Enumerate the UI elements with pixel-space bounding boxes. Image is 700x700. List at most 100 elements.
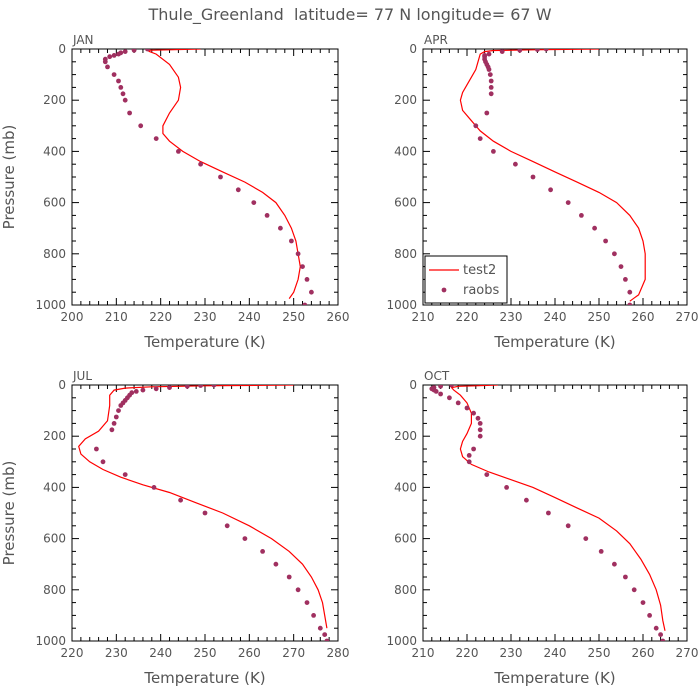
obs-point (612, 561, 617, 567)
x-tick-label: 270 (676, 310, 699, 324)
x-axis-label: Temperature (K) (493, 333, 615, 351)
obs-point (153, 386, 159, 392)
obs-point (627, 289, 633, 295)
x-tick-label: 270 (282, 646, 305, 660)
obs-point (140, 387, 146, 393)
data-area (459, 49, 646, 305)
y-tick-label: 800 (43, 583, 66, 597)
x-axis-label: Temperature (K) (493, 669, 615, 687)
y-tick-label: 400 (394, 480, 417, 494)
obs-point (224, 523, 230, 529)
x-tick-label: 200 (61, 310, 84, 324)
obs-point (116, 408, 121, 413)
legend: test2 raobs (424, 255, 508, 304)
x-tick-label: 270 (676, 646, 699, 660)
obs-point (471, 446, 476, 452)
x-tick-label: 220 (456, 310, 479, 324)
x-tick-label: 220 (61, 646, 84, 660)
obs-point (251, 200, 257, 206)
y-tick-label: 1000 (386, 634, 417, 648)
obs-point (640, 600, 646, 605)
obs-point (127, 110, 132, 116)
obs-point (122, 97, 128, 103)
obs-point (309, 289, 314, 295)
obs-point (198, 385, 203, 388)
obs-point (264, 213, 270, 218)
panel-title: JAN (72, 33, 94, 47)
x-tick-label: 220 (456, 646, 479, 660)
y-tick-label: 600 (43, 532, 66, 546)
obs-point (464, 405, 470, 411)
obs-point (517, 49, 523, 53)
panel-jan: 200 210 220 230 240 250 260 0 200 400 600 800 1000 JA… (0, 33, 349, 351)
y-tick-label: 600 (394, 196, 417, 210)
obs-point (530, 174, 536, 180)
x-tick-label: 240 (544, 310, 567, 324)
obs-point (653, 625, 659, 631)
obs-point (623, 574, 628, 580)
y-tick-label: 800 (394, 247, 417, 261)
legend-point-swatch (441, 287, 447, 293)
x-tick-label: 260 (238, 646, 261, 660)
obs-point (631, 587, 637, 593)
obs-point (295, 251, 301, 257)
plot-frame (422, 384, 688, 642)
obs-point (153, 136, 159, 142)
obs-point (202, 510, 208, 516)
y-tick-label: 600 (394, 532, 417, 546)
x-tick-label: 240 (238, 310, 261, 324)
obs-point (491, 149, 496, 154)
obs-point (324, 638, 330, 641)
panel-oct: 210 220 230 240 250 260 270 0 200 400 600 800 1000 OC… (386, 369, 698, 687)
obs-point (304, 277, 310, 282)
obs-point (488, 85, 494, 90)
x-tick-label: 230 (105, 646, 128, 660)
obs-point (579, 213, 584, 218)
obs-point (122, 472, 128, 477)
x-tick-label: 250 (588, 310, 611, 324)
obs-point (548, 187, 553, 193)
obs-point (107, 54, 113, 60)
x-tick-label: 250 (194, 646, 217, 660)
obs-point (289, 238, 294, 244)
obs-point (111, 421, 117, 426)
y-tick-label: 0 (58, 378, 66, 392)
obs-point (592, 225, 597, 231)
obs-point (300, 264, 305, 269)
obs-point (178, 497, 184, 503)
obs-point (218, 174, 223, 180)
obs-point (513, 161, 518, 167)
obs-point (118, 85, 124, 90)
obs-point (102, 59, 108, 65)
y-tick-label: 400 (43, 144, 66, 158)
obs-point (131, 49, 137, 53)
obs-point (176, 149, 181, 154)
obs-point (211, 385, 217, 388)
obs-point (487, 72, 493, 77)
x-axis-label: Temperature (K) (143, 669, 265, 687)
obs-point (627, 302, 633, 305)
x-tick-label: 260 (327, 310, 350, 324)
model-line (459, 49, 646, 302)
legend-box (424, 255, 508, 304)
obs-point (433, 389, 439, 394)
data-area (102, 49, 314, 305)
obs-point (278, 225, 283, 231)
obs-point (477, 427, 483, 433)
data-area (429, 385, 666, 641)
x-tick-label: 210 (412, 646, 435, 660)
y-tick-label: 1000 (386, 298, 417, 312)
x-tick-label: 220 (149, 310, 172, 324)
obs-point (138, 123, 144, 129)
obs-point (583, 536, 589, 541)
obs-point (466, 459, 472, 465)
panel-jul: 220 230 240 250 260 270 280 0 200 400 600 800 1000 JU… (0, 369, 349, 687)
y-tick-label: 200 (394, 93, 417, 107)
y-tick-label: 1000 (35, 634, 66, 648)
obs-point (618, 264, 624, 269)
obs-point (524, 497, 529, 503)
obs-point (484, 110, 490, 116)
obs-point (598, 549, 604, 554)
plot-frame (71, 48, 339, 306)
